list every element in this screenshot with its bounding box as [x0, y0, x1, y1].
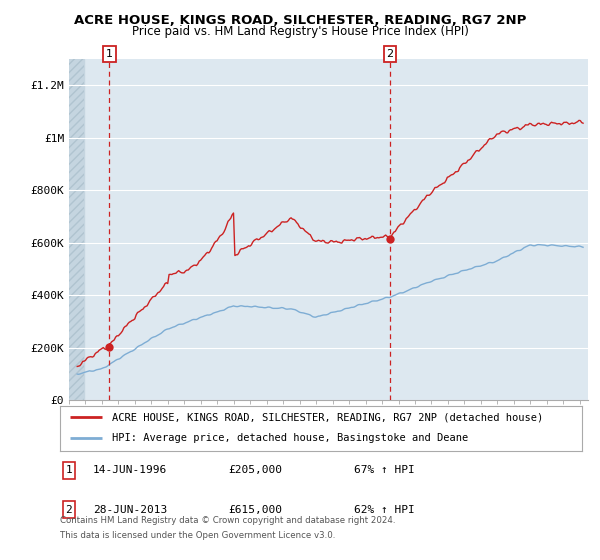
- Text: HPI: Average price, detached house, Basingstoke and Deane: HPI: Average price, detached house, Basi…: [112, 433, 469, 444]
- Bar: [69, 59, 84, 400]
- Text: ACRE HOUSE, KINGS ROAD, SILCHESTER, READING, RG7 2NP (detached house): ACRE HOUSE, KINGS ROAD, SILCHESTER, READ…: [112, 412, 544, 422]
- Text: 62% ↑ HPI: 62% ↑ HPI: [354, 505, 415, 515]
- Text: This data is licensed under the Open Government Licence v3.0.: This data is licensed under the Open Gov…: [60, 531, 335, 540]
- Text: 28-JUN-2013: 28-JUN-2013: [93, 505, 167, 515]
- Text: £615,000: £615,000: [228, 505, 282, 515]
- Text: 14-JUN-1996: 14-JUN-1996: [93, 465, 167, 475]
- Text: 2: 2: [65, 505, 73, 515]
- Text: £205,000: £205,000: [228, 465, 282, 475]
- Text: 1: 1: [65, 465, 73, 475]
- Text: 1: 1: [106, 49, 113, 59]
- Text: 67% ↑ HPI: 67% ↑ HPI: [354, 465, 415, 475]
- Text: 2: 2: [386, 49, 394, 59]
- Text: Contains HM Land Registry data © Crown copyright and database right 2024.: Contains HM Land Registry data © Crown c…: [60, 516, 395, 525]
- Text: Price paid vs. HM Land Registry's House Price Index (HPI): Price paid vs. HM Land Registry's House …: [131, 25, 469, 38]
- Bar: [69, 59, 84, 400]
- Text: ACRE HOUSE, KINGS ROAD, SILCHESTER, READING, RG7 2NP: ACRE HOUSE, KINGS ROAD, SILCHESTER, READ…: [74, 14, 526, 27]
